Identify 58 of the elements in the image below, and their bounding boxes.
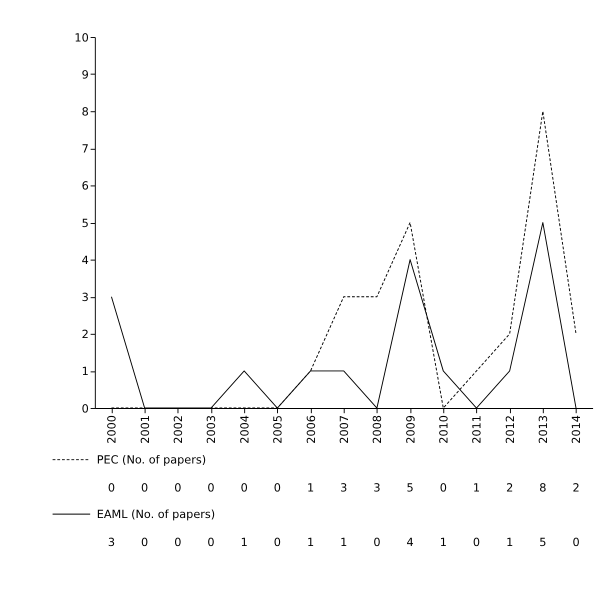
data-label: 1 (306, 536, 314, 550)
data-label: 0 (207, 536, 215, 550)
data-label: 5 (406, 482, 414, 495)
x-tick-label: 2012 (504, 415, 517, 444)
data-label: 0 (373, 536, 380, 550)
data-label: 1 (506, 536, 514, 550)
data-label: 0 (174, 536, 182, 550)
data-label: 3 (108, 536, 116, 550)
data-label: 0 (174, 482, 182, 495)
y-tick-label: 2 (82, 328, 89, 342)
data-label: 0 (572, 536, 580, 550)
data-label: 0 (141, 482, 148, 495)
y-tick-label: 9 (82, 68, 89, 82)
x-tick-label: 2007 (338, 415, 351, 444)
data-label: 0 (274, 536, 281, 550)
y-tick-label: 5 (82, 216, 89, 230)
x-tick-label: 2014 (570, 415, 584, 444)
data-label: 1 (440, 536, 447, 550)
x-tick-label: 2010 (438, 415, 451, 444)
x-tick-label: 2001 (138, 415, 152, 444)
data-label: 1 (472, 482, 480, 495)
y-tick-label: 7 (82, 142, 89, 156)
x-tick-label: 2002 (172, 415, 186, 444)
data-label: 3 (340, 482, 348, 495)
x-tick-label: 2009 (404, 415, 418, 444)
data-label: 3 (373, 482, 380, 495)
data-label: 2 (572, 482, 580, 495)
x-tick-label: 2000 (106, 415, 119, 444)
data-label: 0 (207, 482, 215, 495)
data-label: 4 (406, 536, 414, 550)
y-tick-label: 10 (74, 31, 89, 44)
data-label: 0 (240, 482, 248, 495)
x-tick-label: 2003 (205, 415, 218, 444)
data-label: 2 (506, 482, 514, 495)
data-label: 0 (274, 482, 281, 495)
data-label: 1 (240, 536, 248, 550)
data-label: 1 (306, 482, 314, 495)
y-tick-label: 0 (82, 402, 89, 416)
data-label: 1 (340, 536, 348, 550)
x-tick-label: 2005 (272, 415, 285, 444)
data-label: 8 (539, 482, 546, 495)
x-tick-label: 2008 (371, 415, 384, 444)
y-tick-label: 6 (82, 180, 89, 193)
data-label: 0 (108, 482, 116, 495)
data-label: 0 (141, 536, 148, 550)
y-tick-label: 8 (82, 105, 89, 118)
x-tick-label: 2004 (238, 415, 252, 444)
legend-label: PEC (No. of papers) (96, 453, 206, 466)
y-tick-label: 4 (82, 254, 89, 267)
data-label: 0 (472, 536, 480, 550)
y-tick-label: 3 (82, 290, 89, 304)
data-label: 5 (539, 536, 546, 550)
y-tick-label: 1 (82, 365, 89, 378)
x-tick-label: 2013 (537, 415, 550, 444)
x-tick-label: 2006 (304, 415, 318, 444)
data-label: 0 (440, 482, 447, 495)
x-tick-label: 2011 (470, 415, 484, 444)
legend-label: EAML (No. of papers) (96, 508, 216, 521)
